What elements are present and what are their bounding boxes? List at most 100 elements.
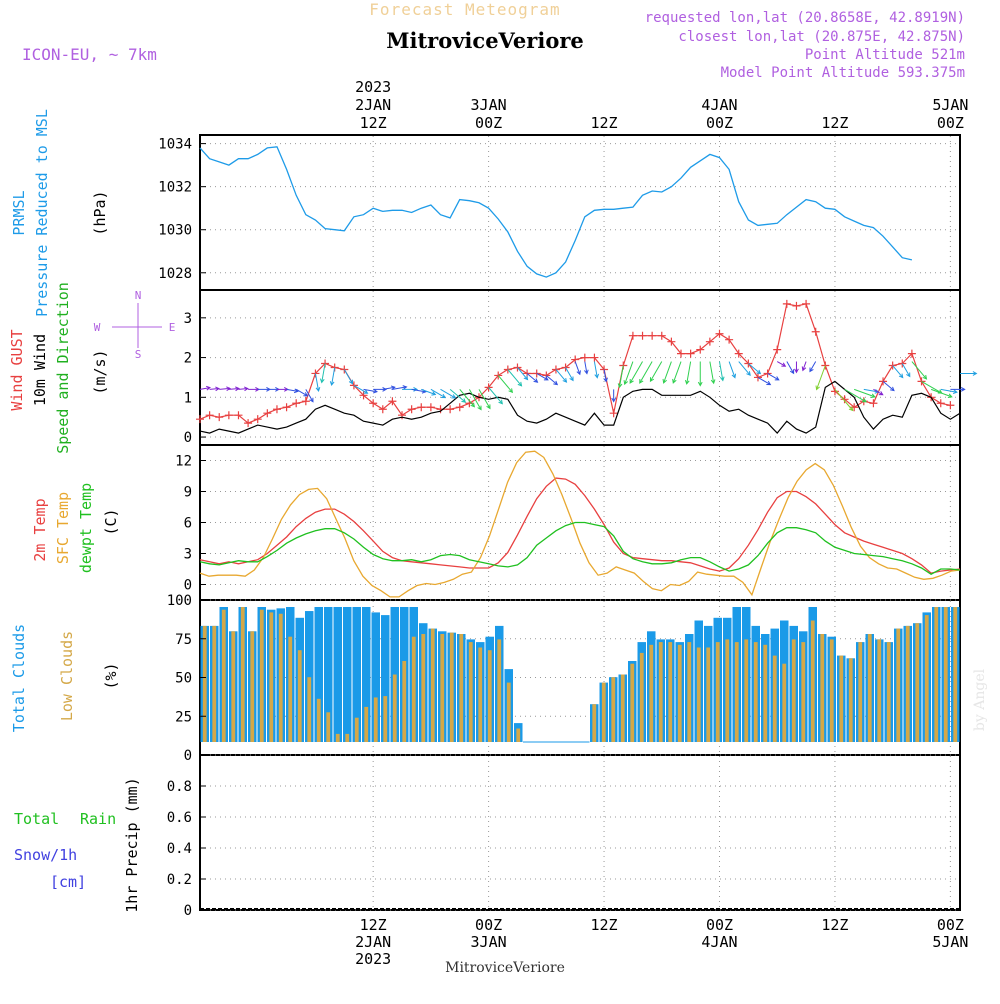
compass-s: S [135,348,142,361]
compass-rose-icon: N W E S [94,289,176,361]
wind-arrow [497,375,514,394]
total-cloud-bar [362,607,371,742]
wind-arrow [555,369,568,383]
wind-arrow [911,361,928,380]
top-time-label: 12Z [591,114,618,132]
low-cloud-bar [905,625,910,742]
watermark: by Angel [972,668,988,731]
wind-arrow [363,388,378,394]
wind-arrow [672,361,682,384]
wind-arrow [809,361,817,373]
low-cloud-bar [373,697,378,742]
wind-arrow [844,388,867,403]
wind-arrow [697,361,703,387]
wind-arrow [276,387,289,392]
bottom-time-label: 2023 [355,950,391,968]
footer-station: MitroviceVeriore [445,960,565,976]
low-cloud-bar [592,704,597,742]
y-tick-label: 25 [175,709,192,725]
gust-marker [811,327,820,336]
precip-panel-frame [199,754,961,911]
gust-marker [513,363,522,372]
low-cloud-bar [478,647,483,742]
precip-panel-labels: Total Rain Snow/1h [cm] 1hr Precip (mm) [14,777,141,912]
bottom-time-label: 12Z [360,916,387,934]
y-tick-label: 50 [175,671,192,687]
y-tick-label: 2 [184,351,192,367]
low-cloud-bar [677,644,682,742]
wind-gust-label: Wind GUST [8,329,26,410]
wind-arrow [199,385,211,391]
low-cloud-bar [934,607,939,742]
pressure-panel-frame [199,134,961,291]
total-cloud-bar [314,607,323,742]
low-cloud-bar [924,615,929,742]
wind-arrow [219,386,232,392]
gust-marker [398,411,407,420]
gust-marker [628,331,637,340]
wind-arrow [593,361,600,379]
low-cloud-bar [649,644,654,742]
low-cloud-bar [763,644,768,742]
low-cloud-bar [202,625,207,742]
low-cloud-bar [620,674,625,742]
gust-marker [936,399,945,408]
total-cloud-bar [371,612,380,742]
low-cloud-bar [820,634,825,742]
gust-marker [244,419,253,428]
wind-arrow [930,388,953,398]
wind-arrow [536,373,549,381]
wind-arrow [584,361,589,375]
station-title: MitroviceVeriore [386,28,584,53]
wind-unit: (m/s) [91,349,109,394]
total-cloud-bar [324,607,333,742]
wind-arrow [574,361,581,376]
snow-label: Snow/1h [14,846,77,864]
gust-marker [272,405,281,414]
wind-arrow [629,361,643,384]
gust-marker [426,403,435,412]
total-cloud-bar [333,607,342,742]
low-cloud-bar [468,642,473,742]
low-cloud-bar [715,642,720,742]
y-tick-label: 1030 [158,223,192,239]
plot-layer [196,146,978,910]
wind-arrow [430,388,446,399]
wind-arrow [468,389,482,411]
wind-arrow [228,386,240,392]
wind-arrow [901,363,911,378]
wind-arrow [238,386,249,392]
precip-unit: 1hr Precip (mm) [123,777,141,912]
low-cloud-bar [943,607,948,742]
low-cloud-bar [497,639,502,742]
low-cloud-bar [421,634,426,742]
low-cloud-bar [810,620,815,742]
gust-marker [369,399,378,408]
top-time-label: 12Z [360,114,387,132]
pressure-panel-labels: PRMSL Pressure Reduced to MSL (hPa) [10,109,109,317]
low-cloud-bar [848,658,853,742]
wind-10m-label: 10m Wind [31,334,49,406]
low-cloud-bar [392,674,397,742]
low-cloud-bar [364,706,369,742]
low-cloud-bar [316,698,321,742]
y-tick-label: 1 [184,390,192,406]
wind-arrow [815,365,826,391]
wind-arrow [776,361,787,367]
gust-marker [830,387,839,396]
wind-panel-labels: Wind GUST 10m Wind Speed and Direction (… [8,282,175,454]
pressure-unit: (hPa) [91,190,109,235]
bottom-time-label: 00Z [937,916,964,934]
gust-marker [744,359,753,368]
gust-marker [301,397,310,406]
gust-marker [850,403,859,412]
info-line-2: closest lon,lat (20.875E, 42.875N) [678,29,965,45]
gust-marker [455,403,464,412]
low-cloud-bar [449,632,454,742]
prmsl-label: PRMSL [10,190,28,235]
gust-marker [253,415,262,424]
low-cloud-bar [744,639,749,742]
wind-arrow [517,367,529,381]
compass-n: N [135,289,142,302]
